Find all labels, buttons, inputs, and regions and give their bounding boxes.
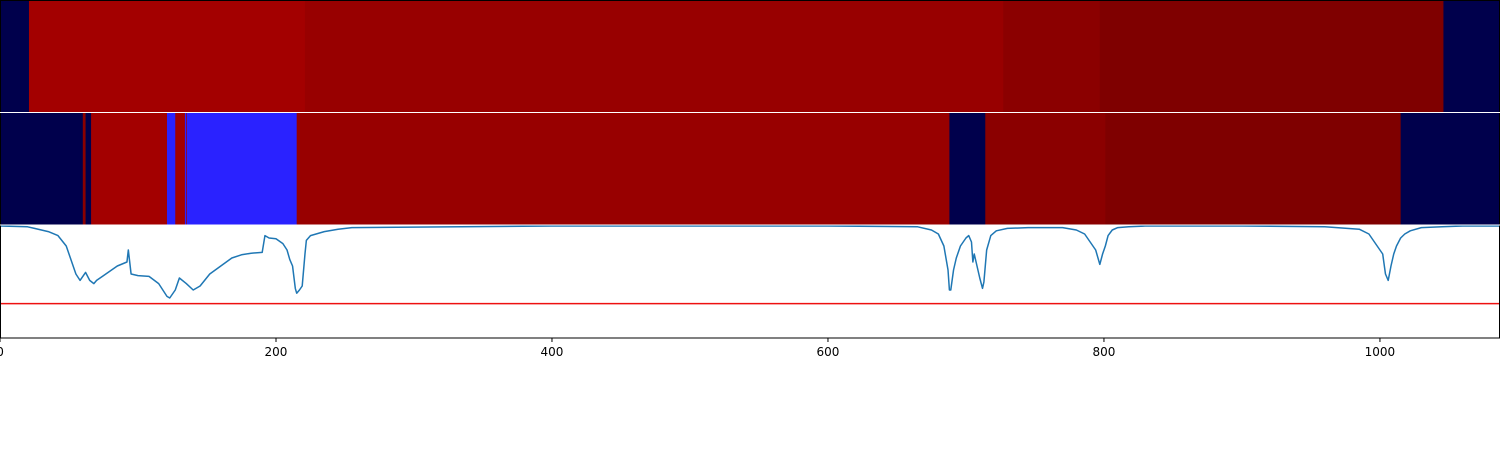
track-1-segment <box>1443 0 1500 113</box>
track-2-segment <box>1105 112 1402 225</box>
x-tick-label: 0 <box>0 345 4 359</box>
track-1-segment <box>1099 0 1444 113</box>
track-2-segment <box>186 112 188 225</box>
track-2-segment <box>186 112 298 225</box>
x-tick-label: 400 <box>541 345 564 359</box>
track-2-segment <box>175 112 186 225</box>
track-2-segment <box>0 112 84 225</box>
track-1-segment <box>304 0 1004 113</box>
state-track-1 <box>0 0 1500 113</box>
track-1-segment <box>1003 0 1101 113</box>
x-tick-label: 800 <box>1093 345 1116 359</box>
track-2-segment <box>85 112 92 225</box>
track-2-segment <box>949 112 986 225</box>
signal-panel-background <box>0 225 1500 338</box>
track-2-segment <box>91 112 168 225</box>
track-2-segment <box>296 112 950 225</box>
x-tick-label: 600 <box>817 345 840 359</box>
track-2-segment <box>184 112 187 225</box>
signal-line <box>0 225 1500 299</box>
track-2-segment <box>82 112 86 225</box>
x-tick-label: 1000 <box>1365 345 1396 359</box>
signal-panel <box>0 225 1500 338</box>
track-2-segment <box>166 112 176 225</box>
track-2-segment <box>1400 112 1500 225</box>
x-axis: 0 200 400 600 800 1000 <box>0 338 1395 359</box>
state-track-2 <box>0 112 1500 225</box>
track-1-segment <box>28 0 306 113</box>
track-1-segment <box>0 0 30 113</box>
track-2-segment <box>985 112 1106 225</box>
x-tick-label: 200 <box>265 345 288 359</box>
